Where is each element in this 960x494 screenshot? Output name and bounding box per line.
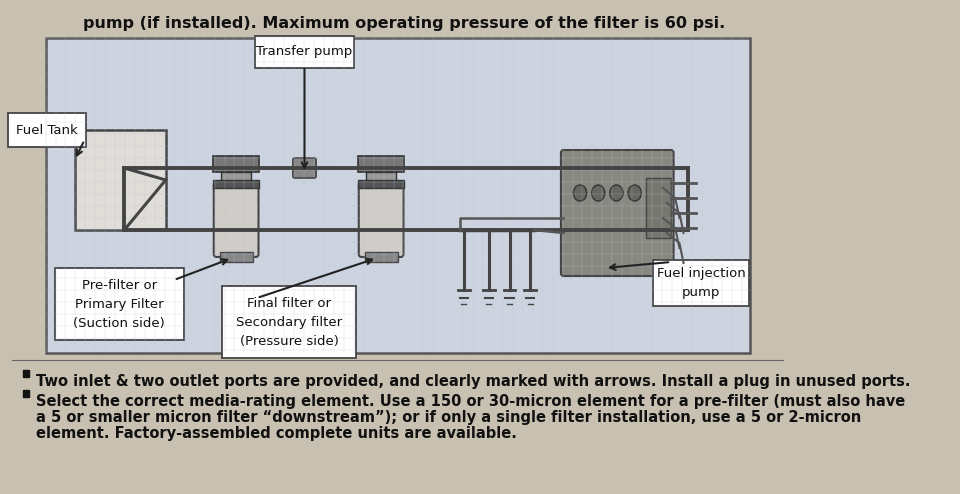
- FancyBboxPatch shape: [213, 180, 259, 188]
- FancyBboxPatch shape: [561, 150, 674, 276]
- FancyBboxPatch shape: [358, 180, 404, 188]
- Text: element. Factory-assembled complete units are available.: element. Factory-assembled complete unit…: [36, 426, 517, 441]
- Circle shape: [591, 185, 605, 201]
- Text: Pre-filter or
Primary Filter
(Suction side): Pre-filter or Primary Filter (Suction si…: [73, 279, 165, 329]
- FancyBboxPatch shape: [366, 172, 396, 186]
- FancyBboxPatch shape: [214, 183, 258, 257]
- FancyBboxPatch shape: [213, 156, 259, 172]
- Text: Two inlet & two outlet ports are provided, and clearly marked with arrows. Insta: Two inlet & two outlet ports are provide…: [36, 374, 911, 389]
- Circle shape: [573, 185, 587, 201]
- Bar: [23, 370, 29, 377]
- Text: Fuel Tank: Fuel Tank: [16, 124, 78, 136]
- Text: Fuel injection
pump: Fuel injection pump: [657, 267, 745, 299]
- FancyBboxPatch shape: [293, 158, 316, 178]
- FancyBboxPatch shape: [9, 113, 86, 147]
- Text: a 5 or smaller micron filter “downstream”); or if only a single filter installat: a 5 or smaller micron filter “downstream…: [36, 410, 862, 425]
- FancyBboxPatch shape: [359, 183, 403, 257]
- FancyBboxPatch shape: [221, 172, 252, 186]
- FancyBboxPatch shape: [653, 260, 749, 306]
- FancyBboxPatch shape: [222, 286, 356, 358]
- Text: Transfer pump: Transfer pump: [256, 45, 352, 58]
- Text: Final filter or
Secondary filter
(Pressure side): Final filter or Secondary filter (Pressu…: [236, 296, 342, 347]
- Circle shape: [610, 185, 623, 201]
- FancyBboxPatch shape: [45, 38, 750, 353]
- FancyBboxPatch shape: [255, 36, 354, 68]
- FancyBboxPatch shape: [220, 252, 252, 262]
- Text: pump (if installed). Maximum operating pressure of the filter is 60 psi.: pump (if installed). Maximum operating p…: [83, 16, 725, 31]
- FancyBboxPatch shape: [646, 178, 671, 238]
- FancyBboxPatch shape: [365, 252, 397, 262]
- FancyBboxPatch shape: [55, 268, 184, 340]
- Bar: [23, 390, 29, 397]
- Text: Select the correct media-rating element. Use a 150 or 30-micron element for a pr: Select the correct media-rating element.…: [36, 394, 905, 409]
- FancyBboxPatch shape: [75, 130, 166, 230]
- FancyBboxPatch shape: [358, 156, 404, 172]
- Circle shape: [628, 185, 641, 201]
